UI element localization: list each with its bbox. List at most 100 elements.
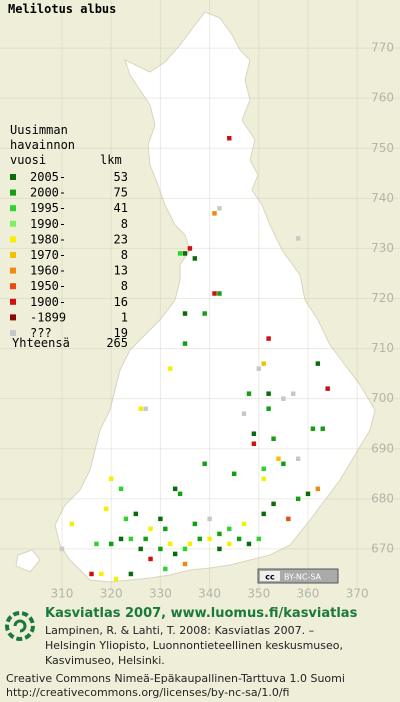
legend-count: 8: [121, 279, 128, 293]
y-tick-label: 680: [371, 491, 394, 505]
observation: [172, 551, 178, 557]
observation: [246, 541, 252, 547]
y-tick-label: 690: [371, 441, 394, 455]
observation: [227, 135, 232, 141]
observation: [315, 486, 321, 492]
legend-label: 1995-: [30, 201, 66, 215]
observation: [246, 391, 252, 396]
legend-swatch: [10, 174, 16, 180]
observation: [295, 496, 301, 502]
total-label: Yhteensä: [12, 336, 70, 350]
observation: [227, 541, 232, 547]
observation: [123, 516, 129, 522]
observation: [59, 546, 65, 552]
observation: [187, 541, 193, 547]
x-tick-label: 360: [297, 587, 320, 601]
logo: [5, 611, 35, 641]
x-tick-label: 340: [198, 587, 221, 601]
badge-icon-bg: [260, 571, 280, 581]
observation: [182, 341, 188, 346]
y-tick-label: 740: [371, 191, 394, 205]
legend-label: 1900-: [30, 295, 66, 309]
observation: [281, 396, 286, 401]
legend-count: 8: [121, 217, 128, 231]
observation: [118, 486, 124, 492]
legend-label: 2000-: [30, 186, 66, 200]
x-tick-label: 310: [51, 587, 74, 601]
observation: [320, 426, 325, 431]
legend-label: 2005-: [30, 170, 66, 184]
observation: [217, 531, 222, 537]
x-tick-label: 330: [149, 587, 172, 601]
y-tick-label: 700: [371, 391, 394, 405]
y-tick-label: 760: [371, 91, 394, 105]
observation: [295, 236, 301, 241]
badge-label: BY-NC-SA: [284, 573, 322, 582]
cc-badge: cc BY-NC-SA: [257, 568, 339, 584]
observation: [325, 386, 330, 391]
observation: [217, 206, 222, 211]
observation: [286, 516, 291, 522]
observation: [187, 246, 193, 251]
legend-swatch: [10, 189, 16, 196]
observation: [182, 311, 188, 316]
map-title: Melilotus albus: [8, 2, 116, 16]
observation: [148, 526, 153, 532]
legend-swatch: [10, 314, 16, 321]
legend-swatch: [10, 252, 16, 258]
observation: [113, 576, 119, 582]
x-tick-label: 350: [247, 587, 270, 601]
observation: [143, 406, 148, 411]
observation: [241, 411, 247, 416]
legend-swatch: [10, 298, 16, 305]
observation: [315, 361, 321, 366]
observation: [276, 456, 281, 462]
legend-label: ???: [30, 326, 52, 340]
legend-swatch: [10, 205, 16, 212]
x-tick-label: 370: [346, 587, 369, 601]
observation: [212, 211, 217, 216]
observation: [168, 366, 173, 371]
observation: [241, 521, 247, 527]
observation: [172, 486, 178, 492]
observation: [261, 466, 266, 472]
observation: [271, 501, 276, 507]
observation: [182, 546, 188, 552]
observation: [192, 521, 198, 527]
legend-swatch: [10, 220, 16, 227]
legend-count: 8: [121, 248, 128, 262]
footer-text: Lampinen, R. & Lahti, T. 2008: Kasviatla…: [6, 624, 345, 699]
legend-swatch: [10, 236, 16, 243]
observation: [266, 391, 271, 396]
observation: [108, 476, 114, 482]
y-tick-label: 750: [371, 141, 394, 155]
license-line: Creative Commons Nimeä-Epäkaupallinen-Ta…: [6, 672, 345, 685]
license-line: http://creativecommons.org/licenses/by-n…: [6, 686, 289, 699]
legend-count-heading: lkm: [100, 153, 122, 167]
legend-heading: vuosi: [10, 153, 46, 167]
observation: [271, 436, 276, 441]
observation: [212, 291, 217, 296]
legend-count: 75: [114, 186, 128, 200]
logo-ring: [5, 611, 35, 641]
observation: [163, 566, 168, 572]
legend-swatch: [10, 330, 16, 336]
citation-line: Lampinen, R. & Lahti, T. 2008: Kasviatla…: [45, 624, 314, 637]
observation: [94, 541, 99, 547]
observation: [138, 406, 143, 411]
observation: [266, 336, 271, 341]
legend-label: 1980-: [30, 232, 66, 246]
badge-icon: cc: [265, 573, 275, 582]
legend-label: 1950-: [30, 279, 66, 293]
observation: [291, 391, 296, 396]
legend-count: 53: [114, 170, 128, 184]
observation: [266, 406, 271, 411]
observation: [158, 546, 163, 552]
legend-heading: Uusimman: [10, 123, 68, 137]
observation: [256, 366, 262, 371]
legend-label: -1899: [30, 310, 66, 324]
observation: [202, 461, 207, 467]
observation: [182, 561, 188, 567]
